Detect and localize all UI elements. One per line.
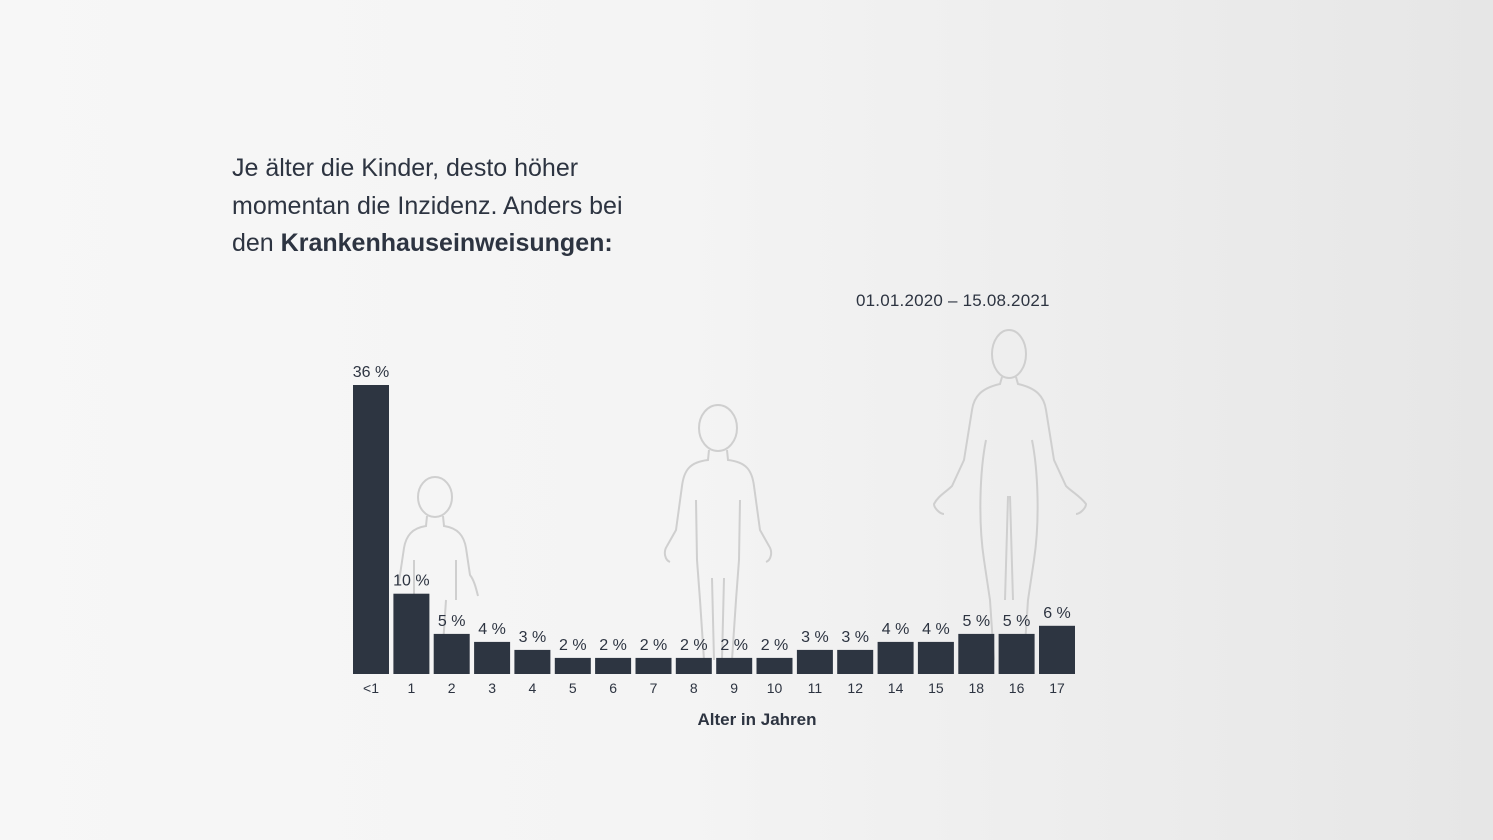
bar-5	[554, 657, 591, 674]
value-label-<1: 36 %	[353, 364, 389, 381]
x-tick-15: 15	[928, 680, 944, 696]
value-label-18: 5 %	[963, 613, 991, 630]
x-tick-18: 18	[969, 680, 985, 696]
value-label-15: 4 %	[922, 621, 950, 638]
headline-line-3-bold: Krankenhauseinweisungen:	[280, 229, 613, 257]
value-label-4: 3 %	[519, 629, 547, 646]
x-tick-6: 6	[609, 680, 617, 696]
x-tick-3: 3	[488, 680, 496, 696]
x-tick-5: 5	[569, 680, 577, 696]
bar-12	[837, 649, 874, 674]
x-tick-1: 1	[408, 680, 416, 696]
adult-silhouette-icon	[932, 329, 1088, 661]
bar-11	[796, 649, 833, 674]
value-label-3: 4 %	[478, 621, 506, 638]
x-tick-4: 4	[529, 680, 537, 696]
x-tick-8: 8	[690, 680, 698, 696]
x-tick-14: 14	[888, 680, 904, 696]
bar-<1	[353, 385, 389, 674]
bar-4	[514, 649, 551, 674]
bar-8	[675, 657, 712, 674]
bar-3	[474, 641, 511, 674]
bar-15	[917, 641, 954, 674]
headline-line-3-prefix: den	[232, 229, 281, 257]
bar-16	[998, 633, 1035, 674]
value-label-12: 3 %	[841, 629, 869, 646]
value-label-14: 4 %	[882, 621, 910, 638]
x-tick-10: 10	[767, 680, 783, 696]
x-tick-7: 7	[650, 680, 658, 696]
value-label-8: 2 %	[680, 637, 708, 654]
value-label-7: 2 %	[640, 637, 668, 654]
bar-18	[958, 633, 995, 674]
value-label-2: 5 %	[438, 613, 466, 630]
x-tick-<1: <1	[363, 680, 379, 696]
bar-9	[716, 657, 753, 674]
x-tick-16: 16	[1009, 680, 1025, 696]
bar-6	[595, 657, 632, 674]
toddler-silhouette-icon	[397, 476, 479, 661]
value-label-5: 2 %	[559, 637, 587, 654]
headline: Je älter die Kinder, desto höher momentan…	[232, 150, 702, 263]
value-label-17: 6 %	[1043, 605, 1071, 622]
x-tick-9: 9	[730, 680, 738, 696]
value-label-10: 2 %	[761, 637, 789, 654]
bar-2	[433, 633, 470, 674]
bar-17	[1039, 625, 1075, 674]
x-axis-label: Alter in Jahren	[697, 710, 816, 729]
child-silhouette-icon	[663, 404, 773, 661]
x-tick-17: 17	[1049, 680, 1065, 696]
bar-7	[635, 657, 672, 674]
x-tick-11: 11	[808, 680, 823, 696]
x-tick-2: 2	[448, 680, 456, 696]
value-label-9: 2 %	[720, 637, 748, 654]
bar-10	[756, 657, 793, 674]
headline-line-1: Je älter die Kinder, desto höher	[232, 154, 579, 182]
x-tick-12: 12	[847, 680, 863, 696]
date-range: 01.01.2020 – 15.08.2021	[856, 291, 1050, 310]
bar-1	[393, 593, 430, 674]
value-label-6: 2 %	[599, 637, 627, 654]
bar-14	[877, 641, 914, 674]
value-label-11: 3 %	[801, 629, 829, 646]
value-label-16: 5 %	[1003, 613, 1031, 630]
headline-line-2: momentan die Inzidenz. Anders bei	[232, 191, 623, 220]
bars-group: 36 % <1 10 % 1 5 % 2 4 % 3 3 % 4 2 % 5 2 % 6 2 % 7 2 % 8 2…	[353, 364, 1075, 696]
value-label-1: 10 %	[393, 573, 429, 590]
